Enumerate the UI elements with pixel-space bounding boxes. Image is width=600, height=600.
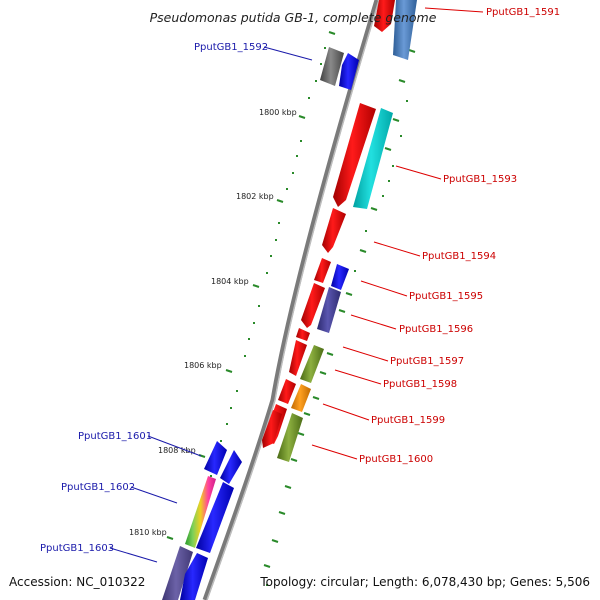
gene-block-stripe — [185, 476, 216, 548]
gene-label-forward[interactable]: PputGB1_1593 — [443, 174, 517, 185]
gene-block-slate — [317, 287, 341, 333]
gene-block-red — [314, 258, 331, 283]
kbp-label: 1810 kbp — [129, 528, 167, 537]
gene-block-purple — [162, 546, 193, 600]
kbp-label: 1808 kbp — [158, 446, 196, 455]
gene-block-red — [301, 283, 325, 328]
kbp-label: 1802 kbp — [236, 192, 274, 201]
gene-block-red — [296, 328, 310, 341]
topology-label: Topology: circular; Length: 6,078,430 bp… — [259, 575, 590, 589]
genome-backbone — [202, 0, 380, 600]
gene-block-olive — [300, 345, 324, 383]
gene-block-red — [333, 103, 376, 207]
gene-block-blue — [220, 450, 242, 484]
gene-block-olive — [277, 413, 303, 462]
gene-block-red — [262, 410, 282, 448]
genome-backbone-highlight — [206, 0, 380, 600]
gene-label-reverse[interactable]: PputGB1_1592 — [194, 42, 268, 53]
gene-block-red — [278, 379, 296, 404]
kbp-label: 1806 kbp — [184, 361, 222, 370]
position-ruler-right — [263, 49, 416, 568]
gene-label-forward[interactable]: PputGB1_1594 — [422, 251, 496, 262]
forward-strand-genes — [262, 0, 417, 462]
gene-label-forward[interactable]: PputGB1_1596 — [399, 324, 473, 335]
gene-block-red — [289, 340, 307, 376]
gene-label-forward[interactable]: PputGB1_1598 — [383, 379, 457, 390]
kbp-label: 1800 kbp — [259, 108, 297, 117]
gene-block-red — [322, 208, 346, 253]
gene-label-forward[interactable]: PputGB1_1591 — [486, 7, 560, 18]
gene-label-forward[interactable]: PputGB1_1599 — [371, 415, 445, 426]
gene-block-cyan — [353, 108, 393, 209]
gene-block-steel — [393, 0, 417, 60]
accession-label: Accession: NC_010322 — [9, 575, 145, 589]
gene-block-gray — [320, 47, 344, 86]
gene-label-reverse[interactable]: PputGB1_1603 — [40, 543, 114, 554]
forward-leader-lines — [311, 7, 484, 460]
gene-label-reverse[interactable]: PputGB1_1601 — [78, 431, 152, 442]
gene-label-forward[interactable]: PputGB1_1595 — [409, 291, 483, 302]
gene-block-blue — [180, 553, 208, 600]
gene-label-forward[interactable]: PputGB1_1597 — [390, 356, 464, 367]
gene-block-blue — [204, 441, 227, 475]
gene-block-orange — [291, 384, 311, 412]
reverse-leader-lines — [109, 46, 313, 563]
position-ruler-right-dots — [266, 100, 408, 586]
genome-title: Pseudomonas putida GB-1, complete genome — [150, 10, 437, 25]
gene-block-blue — [196, 482, 234, 553]
gene-label-forward[interactable]: PputGB1_1600 — [359, 454, 433, 465]
position-ruler-left-major-ticks — [166, 31, 336, 540]
gene-label-reverse[interactable]: PputGB1_1602 — [61, 482, 135, 493]
reverse-strand-genes — [162, 47, 359, 600]
gene-block-blue — [331, 264, 349, 290]
gene-block-red — [374, 0, 395, 32]
kbp-label: 1804 kbp — [211, 277, 249, 286]
gene-block-blue — [339, 53, 359, 90]
